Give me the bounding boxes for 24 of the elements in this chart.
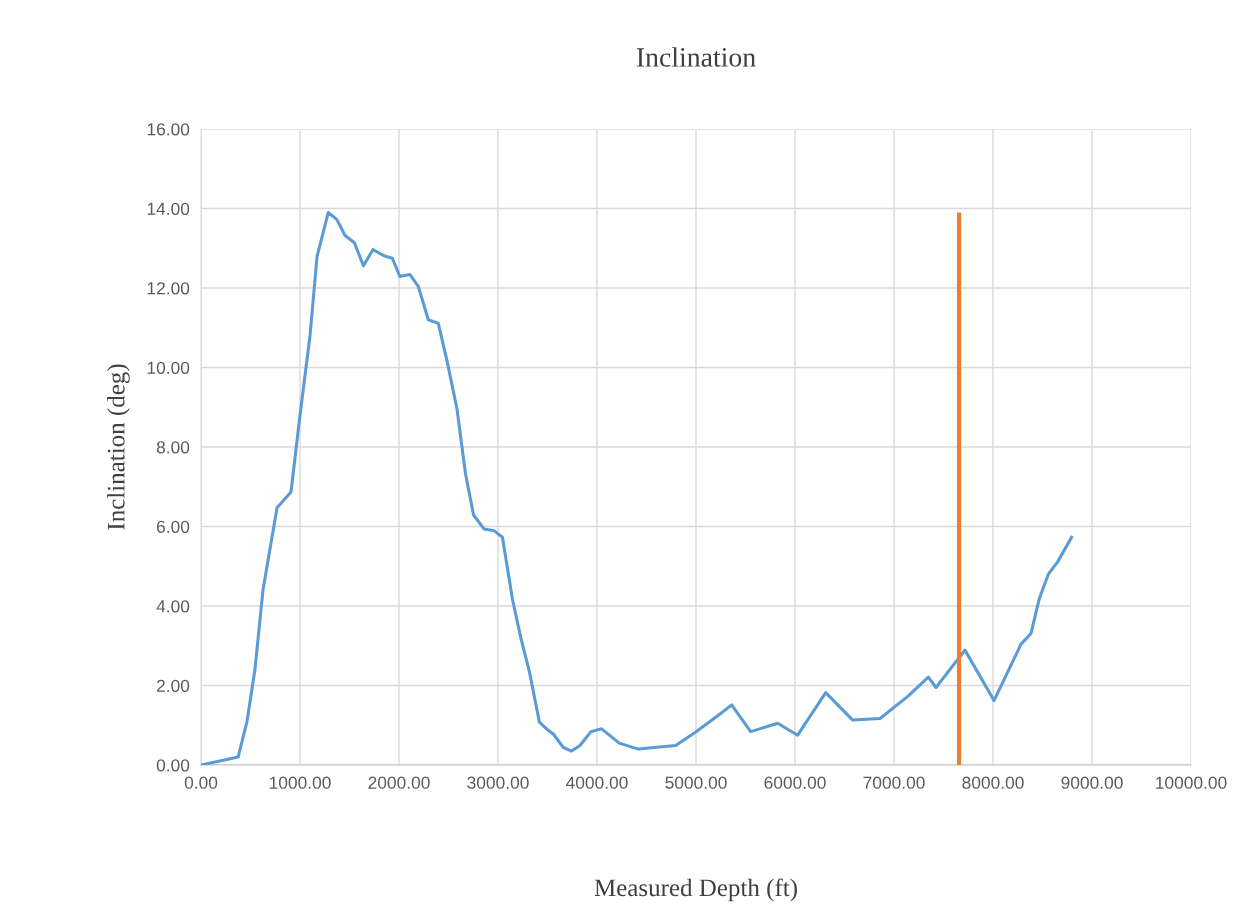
x-tick-label: 2000.00 [368,776,430,789]
y-tick-label: 12.00 [147,282,190,295]
x-tick-label: 4000.00 [566,776,628,789]
y-tick-label: 0.00 [156,759,190,772]
x-tick-label: 3000.00 [467,776,529,789]
y-tick-label: 16.00 [147,123,190,136]
x-tick-label: 10000.00 [1156,776,1227,789]
x-tick-label: 1000.00 [269,776,331,789]
y-tick-label: 6.00 [156,520,190,533]
x-tick-label: 0.00 [184,776,218,789]
x-tick-label: 7000.00 [863,776,925,789]
y-tick-label: 14.00 [147,202,190,215]
chart-title: Inclination [636,47,756,67]
y-tick-label: 8.00 [156,441,190,454]
x-tick-label: 8000.00 [962,776,1024,789]
x-tick-label: 6000.00 [764,776,826,789]
y-tick-label: 2.00 [156,679,190,692]
y-tick-label: 4.00 [156,600,190,613]
y-axis-title: Inclination (deg) [107,364,130,530]
x-tick-label: 5000.00 [665,776,727,789]
line-series [201,210,1074,765]
x-tick-label: 9000.00 [1061,776,1123,789]
x-axis-title: Measured Depth (ft) [594,878,797,902]
y-tick-label: 10.00 [147,361,190,374]
